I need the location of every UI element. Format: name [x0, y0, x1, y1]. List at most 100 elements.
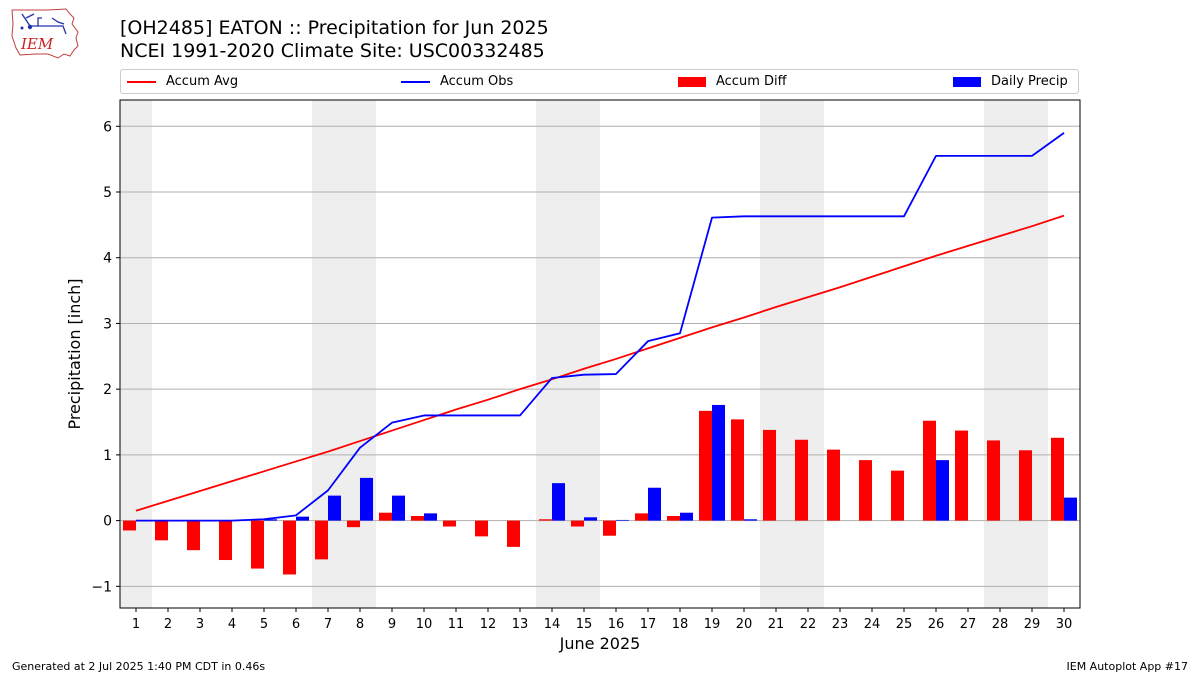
line-accum-avg [135, 214, 1065, 512]
x-tick-label-6: 6 [292, 617, 300, 632]
bar-daily-precip-16 [616, 519, 629, 521]
x-tick-label-17: 17 [640, 617, 657, 632]
bar-accum-diff-20 [731, 419, 744, 521]
x-tick-label-26: 26 [928, 617, 945, 632]
x-tick-label-7: 7 [324, 617, 332, 632]
legend-swatch-accum-obs [401, 80, 430, 83]
bar-accum-diff-6 [283, 520, 296, 575]
legend-item-accum-avg: Accum Avg [127, 74, 238, 89]
x-tick-label-16: 16 [608, 617, 625, 632]
x-tick-label-21: 21 [768, 617, 785, 632]
x-tick-label-29: 29 [1024, 617, 1041, 632]
chart-title: [OH2485] EATON :: Precipitation for Jun … [120, 17, 549, 39]
line-accum-obs [136, 132, 1065, 522]
x-tick-label-24: 24 [864, 617, 881, 632]
y-tick-label-3: 3 [103, 316, 112, 332]
bar-accum-diff-3 [187, 520, 200, 551]
x-tick-label-28: 28 [992, 617, 1009, 632]
x-tick-label-25: 25 [896, 617, 913, 632]
y-tick-label-6: 6 [103, 119, 112, 135]
x-tick-label-8: 8 [356, 617, 364, 632]
legend-label-daily-precip: Daily Precip [991, 74, 1068, 89]
x-tick-label-5: 5 [260, 617, 268, 632]
x-tick-label-10: 10 [416, 617, 433, 632]
legend-swatch-accum-avg [127, 80, 156, 83]
y-axis-label: Precipitation [inch] [65, 278, 84, 429]
bar-accum-diff-21 [763, 429, 776, 521]
plot-frame [119, 99, 1081, 609]
x-tick-label-11: 11 [448, 617, 465, 632]
generated-timestamp: Generated at 2 Jul 2025 1:40 PM CDT in 0… [12, 660, 266, 673]
y-tick-label-2: 2 [103, 382, 112, 398]
bar-accum-diff-25 [891, 470, 904, 521]
x-tick-label-27: 27 [960, 617, 977, 632]
y-tick-label-5: 5 [103, 185, 112, 201]
bar-daily-precip-19 [712, 404, 725, 521]
iem-logo: IEM [11, 8, 79, 59]
y-tick-label--1: −1 [91, 579, 112, 595]
bar-accum-diff-2 [155, 520, 168, 541]
weekend-shade-day-15 [568, 100, 600, 608]
bar-accum-diff-18 [667, 515, 680, 521]
x-tick-label-20: 20 [736, 617, 753, 632]
bar-accum-diff-27 [955, 430, 968, 521]
weekend-shade-day-28 [984, 100, 1016, 608]
bar-daily-precip-10 [424, 513, 437, 521]
bar-daily-precip-8 [360, 477, 373, 521]
bar-accum-diff-23 [827, 449, 840, 521]
bar-daily-precip-30 [1064, 497, 1077, 521]
bar-daily-precip-7 [328, 495, 341, 521]
x-tick-label-15: 15 [576, 617, 593, 632]
weekend-shade-day-29 [1016, 100, 1048, 608]
x-axis-label: June 2025 [559, 634, 641, 653]
bar-accum-diff-29 [1019, 450, 1032, 521]
bar-accum-diff-4 [219, 520, 232, 561]
bar-accum-diff-17 [635, 513, 648, 521]
bar-accum-diff-24 [859, 460, 872, 521]
weekend-shade-day-8 [344, 100, 376, 608]
bar-accum-diff-13 [507, 520, 520, 547]
x-tick-label-2: 2 [164, 617, 172, 632]
bar-accum-diff-26 [923, 420, 936, 521]
bar-accum-diff-11 [443, 520, 456, 527]
x-tick-label-18: 18 [672, 617, 689, 632]
x-tick-label-22: 22 [800, 617, 817, 632]
bar-accum-diff-1 [123, 520, 136, 531]
bar-accum-diff-30 [1051, 437, 1064, 521]
y-tick-label-1: 1 [103, 448, 112, 464]
legend-item-accum-obs: Accum Obs [401, 74, 513, 89]
x-tick-label-23: 23 [832, 617, 849, 632]
bar-daily-precip-20 [744, 519, 757, 521]
x-tick-label-4: 4 [228, 617, 236, 632]
legend-label-accum-obs: Accum Obs [440, 74, 514, 89]
x-tick-label-1: 1 [132, 617, 140, 632]
x-tick-label-12: 12 [480, 617, 497, 632]
bar-daily-precip-18 [680, 512, 693, 521]
bar-accum-diff-7 [315, 520, 328, 560]
weekend-shade-day-21 [760, 100, 792, 608]
x-tick-label-14: 14 [544, 617, 561, 632]
x-tick-label-13: 13 [512, 617, 529, 632]
x-tick-label-9: 9 [388, 617, 396, 632]
legend-label-accum-avg: Accum Avg [166, 74, 239, 89]
bar-accum-diff-28 [987, 440, 1000, 521]
bar-accum-diff-22 [795, 439, 808, 521]
bar-daily-precip-6 [296, 516, 309, 521]
bar-accum-diff-8 [347, 520, 360, 528]
bar-accum-diff-19 [699, 410, 712, 521]
x-tick-label-30: 30 [1056, 617, 1073, 632]
app-label: IEM Autoplot App #17 [1066, 660, 1189, 673]
bar-daily-precip-26 [936, 460, 949, 521]
legend-label-accum-diff: Accum Diff [716, 74, 787, 89]
legend-item-daily-precip: Daily Precip [953, 74, 1068, 89]
chart-subtitle: NCEI 1991-2020 Climate Site: USC00332485 [120, 40, 545, 62]
bar-accum-diff-12 [475, 520, 488, 537]
y-tick-label-0: 0 [103, 514, 112, 530]
bar-accum-diff-14 [539, 519, 552, 521]
bar-accum-diff-16 [603, 520, 616, 536]
bar-accum-diff-10 [411, 515, 424, 521]
bar-daily-precip-5 [264, 519, 277, 521]
x-tick-label-3: 3 [196, 617, 204, 632]
legend-item-accum-diff: Accum Diff [678, 74, 787, 89]
